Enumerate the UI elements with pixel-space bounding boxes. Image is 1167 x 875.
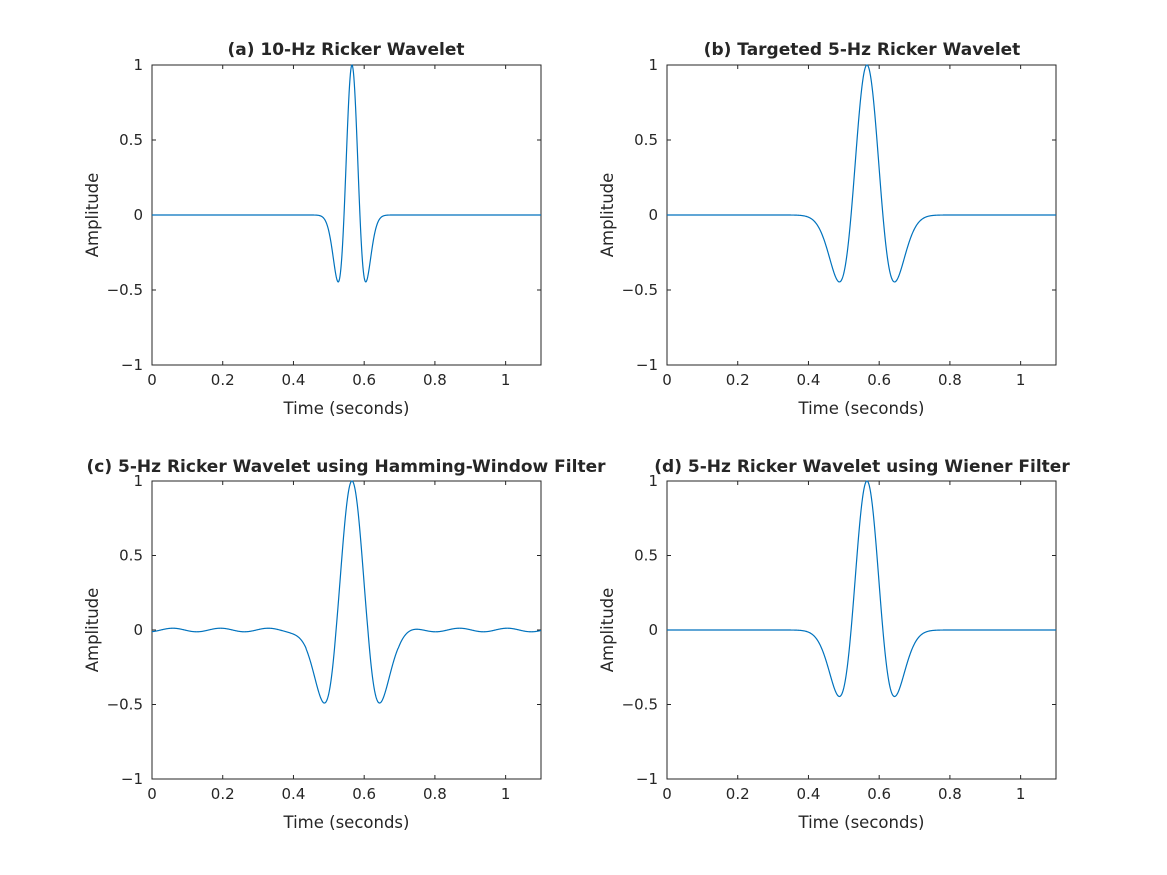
chart-title: (c) 5-Hz Ricker Wavelet using Hamming-Wi… [87,457,607,477]
x-tick-label: 0 [147,785,157,803]
series-line-1 [152,64,541,283]
x-tick-label: 0.2 [726,785,750,803]
y-axis-label: Amplitude [598,588,617,673]
y-tick-label: −0.5 [107,696,143,714]
y-tick-label: 1 [648,472,658,490]
series-line-1 [151,480,542,704]
x-tick-label: 0.4 [797,785,821,803]
y-tick-label: −1 [636,770,658,788]
x-tick-label: 0.6 [352,785,376,803]
y-axis-label: Amplitude [598,173,617,258]
series-line-1 [667,64,1056,283]
y-tick-label: −0.5 [622,281,658,299]
y-tick-label: 0.5 [634,547,658,565]
y-tick-label: −0.5 [622,696,658,714]
x-tick-label: 0.8 [423,785,447,803]
series-line-1 [667,480,1056,698]
x-tick-label: 0.6 [867,371,891,389]
x-tick-label: 0.2 [211,371,235,389]
y-axis-label: Amplitude [83,588,102,673]
y-axis-label: Amplitude [83,173,102,258]
chart-title: (d) 5-Hz Ricker Wavelet using Wiener Fil… [654,457,1070,477]
x-tick-label: 0.2 [211,785,235,803]
x-tick-label: 0.4 [282,785,306,803]
y-tick-label: 1 [648,56,658,74]
x-tick-label: 1 [1016,371,1026,389]
x-tick-label: 0.8 [938,371,962,389]
x-tick-label: 0.2 [726,371,750,389]
x-axis-label: Time (seconds) [798,399,925,418]
x-tick-label: 0 [662,371,672,389]
y-tick-label: −1 [121,356,143,374]
y-tick-label: 0.5 [119,547,143,565]
chart-panel-3: 0 0.2 0.4 0.6 0.8 1−1−0.500.51(c) 5-Hz Ricker… [83,457,606,832]
y-tick-label: −1 [636,356,658,374]
y-tick-label: −0.5 [107,281,143,299]
chart-panel-2: 0 0.2 0.4 0.6 0.8 1 −1 −0.5 0 0.5 1 (b) Targeted 5-… [598,40,1057,418]
x-tick-label: 0.8 [423,371,447,389]
x-tick-label: 0 [147,371,157,389]
x-tick-label: 0.6 [867,785,891,803]
x-tick-label: 1 [501,785,511,803]
x-axis-label: Time (seconds) [798,813,925,832]
y-tick-label: 0 [133,206,143,224]
x-tick-label: 0.6 [352,371,376,389]
x-tick-label: 1 [1016,785,1026,803]
y-tick-label: 0.5 [634,131,658,149]
y-tick-label: −1 [121,770,143,788]
x-tick-label: 0.8 [938,785,962,803]
x-tick-label: 0 [662,785,672,803]
x-tick-label: 1 [501,371,511,389]
y-tick-label: 0.5 [119,131,143,149]
plot-area [151,480,542,780]
y-tick-label: 0 [133,621,143,639]
chart-title: (a) 10-Hz Ricker Wavelet [227,40,464,60]
x-tick-label: 0.4 [797,371,821,389]
chart-panel-4: 0 0.2 0.4 0.6 0.8 1−1−0.500.51(d) 5-Hz Ricker… [598,457,1070,832]
chart-panel-1: 0 0.2 0.4 0.6 0.8 1 −1 −0.5 0 0.5 1 (a) 10-Hz Ricke… [83,40,542,418]
x-axis-label: Time (seconds) [283,813,410,832]
y-tick-label: 1 [133,472,143,490]
chart-title: (b) Targeted 5-Hz Ricker Wavelet [704,40,1021,60]
x-axis-label: Time (seconds) [283,399,410,418]
y-tick-label: 0 [648,206,658,224]
y-tick-label: 0 [648,621,658,639]
y-tick-label: 1 [133,56,143,74]
x-tick-label: 0.4 [282,371,306,389]
